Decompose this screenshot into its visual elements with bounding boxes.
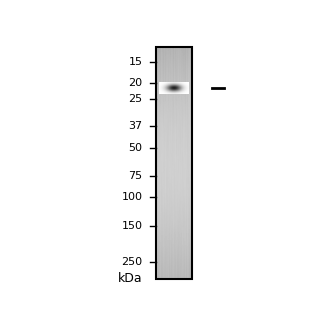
Text: 15: 15 (129, 57, 143, 67)
Text: 250: 250 (122, 257, 143, 267)
Text: 25: 25 (128, 94, 143, 104)
Text: 100: 100 (122, 192, 143, 202)
Text: 150: 150 (122, 221, 143, 230)
Text: 37: 37 (128, 121, 143, 131)
Text: 75: 75 (128, 171, 143, 181)
Text: 50: 50 (129, 143, 143, 153)
Bar (157, 46, 192, 279)
Text: kDa: kDa (118, 272, 143, 285)
Text: 20: 20 (128, 78, 143, 88)
